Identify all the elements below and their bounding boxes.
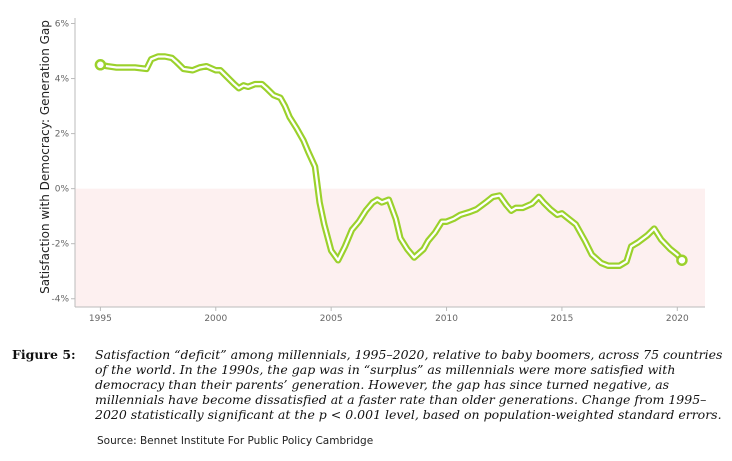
series-start-point — [94, 59, 107, 71]
x-axis-ticks: 1995 2000 2005 2010 2015 2020 — [89, 307, 689, 324]
x-tick-label: 2005 — [320, 314, 343, 324]
figure-caption: Figure 5: Satisfaction “deficit” among m… — [12, 347, 724, 422]
series-line-inner — [99, 55, 683, 267]
y-tick-label: 0% — [55, 185, 70, 195]
series-group — [94, 53, 688, 269]
y-tick-label: 2% — [55, 130, 70, 140]
caption-label: Figure 5: — [12, 347, 76, 362]
line-chart: 6%4%2%0%-2%-4% 1995 2000 2005 2010 2015 2020 … — [38, 18, 705, 324]
y-tick-label: 6% — [55, 20, 70, 30]
y-axis-label: Satisfaction with Democracy: Generation … — [38, 20, 52, 294]
x-tick-label: 2020 — [666, 314, 689, 324]
x-tick-label: 1995 — [89, 314, 112, 324]
caption-text: Satisfaction “deficit” among millennials… — [95, 347, 723, 422]
y-tick-label: -2% — [51, 240, 69, 250]
y-tick-label: 4% — [55, 75, 70, 85]
x-tick-label: 2000 — [204, 314, 227, 324]
y-tick-label: -4% — [51, 295, 69, 305]
y-axis-ticks: 6% 4% 2% 0% -2% -4% — [51, 20, 75, 305]
series-end-point — [676, 254, 688, 266]
x-tick-label: 2015 — [550, 314, 573, 324]
source-note: Source: Bennet Institute For Public Poli… — [97, 435, 374, 447]
x-tick-label: 2010 — [435, 314, 458, 324]
